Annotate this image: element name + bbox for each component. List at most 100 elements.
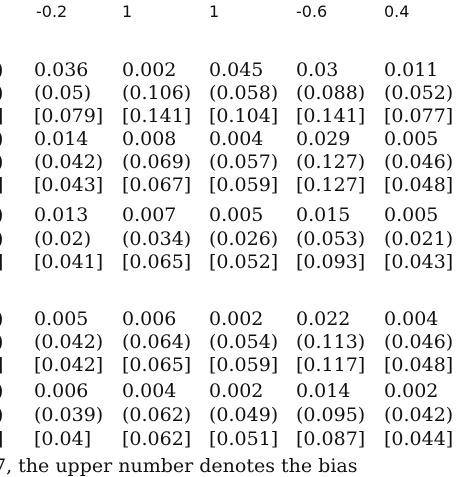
table-cell: 0.007 [122,204,177,226]
table-cell: (0.053) [296,228,366,250]
table-cell: 0.036 [34,59,89,81]
table-cell: 0.006 [122,308,177,330]
row-marker: ) [0,406,3,425]
table-cell: 0.014 [34,128,89,150]
table-cell: (0.062) [122,404,192,426]
table-cell: (0.054) [209,331,279,353]
row-marker: ) [0,230,3,249]
right-edge-mark: ( [473,406,474,425]
table-cell: 0.005 [384,204,439,226]
table-cell: (0.039) [34,404,104,426]
table-cell: (0.127) [296,151,366,173]
table-cell: 0.022 [296,308,351,330]
row-marker: ) [0,310,3,329]
row-marker: ) [0,382,3,401]
right-edge-mark: ( [473,310,474,329]
table-cell: [0.059] [209,174,279,196]
right-edge-mark: ( [473,61,474,80]
table-cell: 0.005 [209,204,264,226]
table-cell: [0.079] [34,105,104,127]
row-marker: ] [0,176,3,195]
table-cell: [0.141] [122,105,192,127]
table-cell: [0.077] [384,105,454,127]
table-cell: [0.043] [34,174,104,196]
table-cell: (0.021) [384,228,454,250]
table-cell: (0.042) [34,331,104,353]
table-cell: (0.064) [122,331,192,353]
table-cell: [0.059] [209,354,279,376]
table-cell: 0.005 [34,308,89,330]
table-cell: [0.141] [296,105,366,127]
table-cell: [0.065] [122,354,192,376]
table-cell: 0.013 [34,204,89,226]
table-cell: (0.106) [122,82,192,104]
row-marker: ) [0,130,3,149]
right-edge-mark: ( [473,153,474,172]
row-marker: ) [0,61,3,80]
header-value-1: -0.2 [36,2,68,21]
table-cell: (0.049) [209,404,279,426]
table-cell: [0.048] [384,354,454,376]
row-marker: ) [0,84,3,103]
row-marker: ] [0,107,3,126]
table-cell: (0.088) [296,82,366,104]
table-cell: (0.095) [296,404,366,426]
table-cell: 0.014 [296,380,351,402]
table-cell: 0.029 [296,128,351,150]
table-cell: [0.052] [209,251,279,273]
table-cell: (0.042) [34,151,104,173]
header-value-4: -0.6 [296,2,328,21]
table-cell: (0.05) [34,82,92,104]
table-cell: 0.004 [384,308,439,330]
table-cell: [0.048] [384,174,454,196]
table-cell: [0.093] [296,251,366,273]
table-cell: 0.015 [296,204,351,226]
table-cell: [0.127] [296,174,366,196]
row-marker: ) [0,333,3,352]
table-cell: (0.042) [384,404,454,426]
table-cell: 0.006 [34,380,89,402]
table-cell: 0.004 [122,380,177,402]
table-cell: (0.057) [209,151,279,173]
table-cell: 0.002 [122,59,177,81]
table-cell: 0.002 [209,308,264,330]
table-cell: [0.042] [34,354,104,376]
table-cell: (0.034) [122,228,192,250]
row-marker: ] [0,356,3,375]
table-cell: (0.069) [122,151,192,173]
table-cell: (0.113) [296,331,366,353]
table-cell: [0.051] [209,428,279,450]
table-cell: (0.046) [384,151,454,173]
table-cell: (0.02) [34,228,92,250]
table-cell: (0.058) [209,82,279,104]
table-cell: 0.03 [296,59,339,81]
table-cell: [0.087] [296,428,366,450]
table-caption: 7, the upper number denotes the bias [0,455,358,477]
row-marker: ] [0,430,3,449]
table-cell: [0.044] [384,428,454,450]
table-cell: [0.065] [122,251,192,273]
table-cell: [0.067] [122,174,192,196]
table-cell: 0.008 [122,128,177,150]
table-cell: (0.046) [384,331,454,353]
table-cell: [0.062] [122,428,192,450]
table-cell: (0.052) [384,82,454,104]
row-marker: ] [0,253,3,272]
table-cell: [0.041] [34,251,104,273]
header-value-3: 1 [209,2,220,21]
table-cell: 0.005 [384,128,439,150]
table-cell: 0.004 [209,128,264,150]
table-cell: 0.002 [209,380,264,402]
table-cell: 0.002 [384,380,439,402]
row-marker: ) [0,206,3,225]
header-value-2: 1 [122,2,133,21]
table-cell: [0.04] [34,428,92,450]
table-cell: [0.043] [384,251,454,273]
right-edge-mark: ( [473,230,474,249]
table-cell: (0.026) [209,228,279,250]
table-cell: [0.104] [209,105,279,127]
table-cell: 0.011 [384,59,439,81]
row-marker: ) [0,153,3,172]
table-cell: [0.117] [296,354,366,376]
